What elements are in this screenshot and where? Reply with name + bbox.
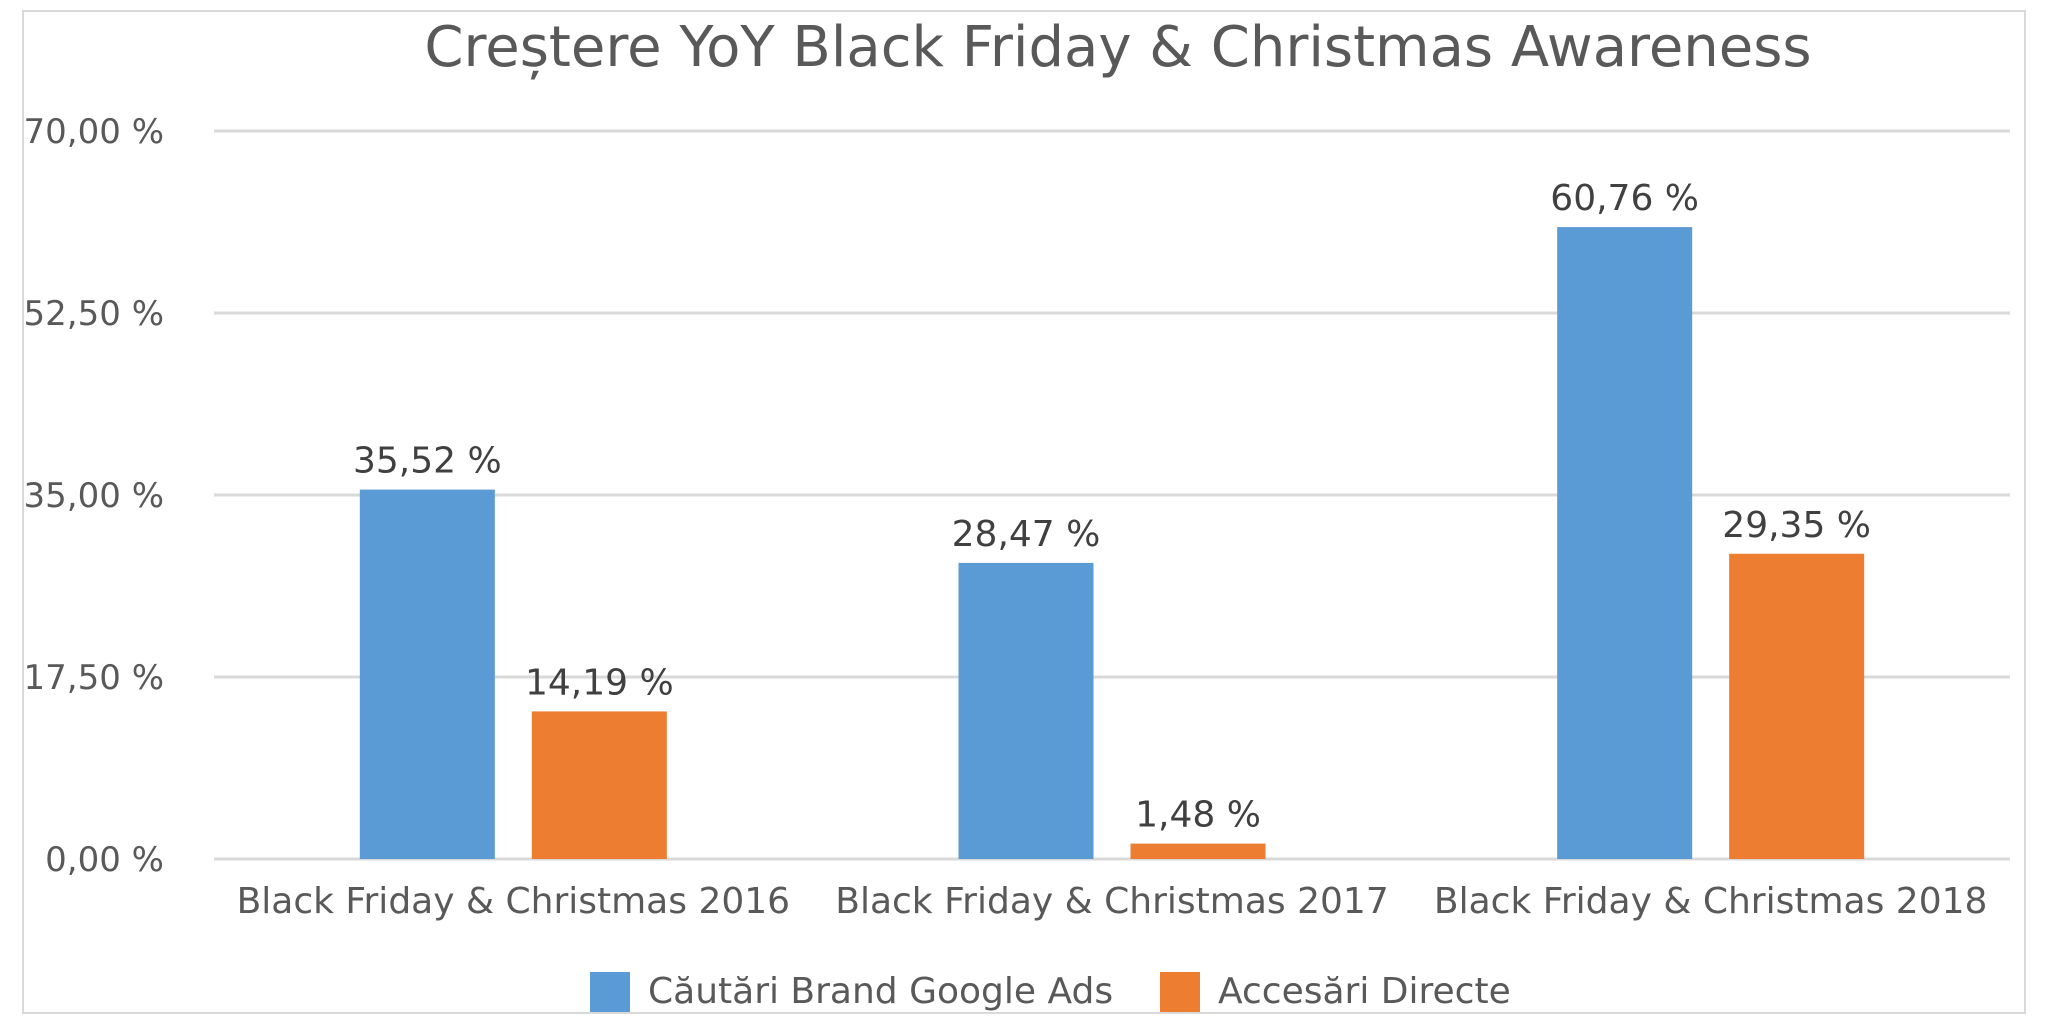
legend-swatch [1160, 972, 1200, 1012]
bar [1130, 843, 1266, 859]
y-tick-label: 52,50 % [24, 294, 164, 334]
chart-title: Creștere YoY Black Friday & Christmas Aw… [424, 15, 1811, 80]
bar [359, 489, 495, 859]
bar [531, 711, 667, 859]
bar [958, 562, 1094, 859]
y-tick-label: 0,00 % [45, 840, 164, 880]
gridlines [214, 129, 2010, 861]
data-label: 60,76 % [1550, 178, 1699, 219]
data-label: 14,19 % [525, 662, 674, 703]
bar [1557, 227, 1693, 859]
y-axis-ticks: 0,00 % 17,50 % 35,00 % 52,50 % 70,00 % [24, 112, 164, 880]
x-tick-label: Black Friday & Christmas 2016 [237, 881, 790, 922]
x-axis-ticks: Black Friday & Christmas 2016 Black Frida… [237, 881, 1988, 922]
y-tick-label: 70,00 % [24, 112, 164, 152]
data-label: 29,35 % [1722, 505, 1871, 546]
data-label: 1,48 % [1135, 795, 1261, 836]
data-label: 35,52 % [353, 441, 502, 482]
y-tick-label: 17,50 % [24, 658, 164, 698]
legend-label: Accesări Directe [1218, 971, 1511, 1012]
data-labels: 35,52 % 14,19 % 28,47 % 1,48 % 60,76 % 29,35 … [353, 178, 1871, 836]
legend-label: Căutări Brand Google Ads [648, 971, 1113, 1012]
legend-swatch [590, 972, 630, 1012]
legend: Căutări Brand Google Ads Accesări Directe [590, 971, 1511, 1012]
data-label: 28,47 % [952, 514, 1101, 555]
bars [359, 227, 1865, 859]
bar [1729, 553, 1865, 859]
chart-frame [22, 10, 2026, 1014]
x-tick-label: Black Friday & Christmas 2018 [1434, 881, 1987, 922]
x-tick-label: Black Friday & Christmas 2017 [835, 881, 1388, 922]
y-tick-label: 35,00 % [24, 476, 164, 516]
